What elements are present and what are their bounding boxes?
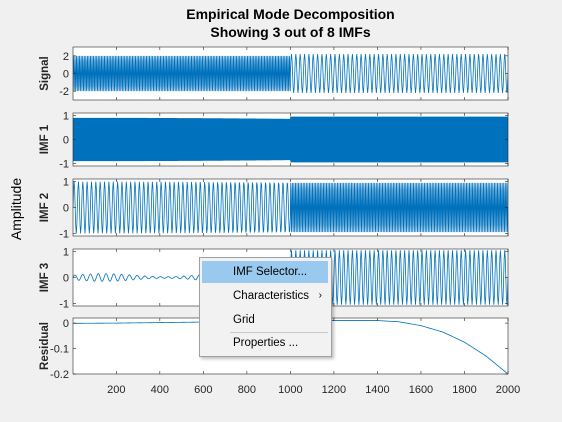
x-tick-label: 400 [151, 384, 169, 396]
axes-signal: 2 0 -2 Signal [39, 46, 509, 101]
y-tick-label: 0 [63, 135, 69, 147]
y-tick-label: 1 [63, 247, 69, 259]
series-line [73, 54, 508, 93]
y-tick-label: -2 [59, 86, 69, 98]
panel-ylabel: IMF 3 [39, 263, 51, 292]
x-tick-label: 1400 [365, 384, 389, 396]
menu-item-label: Characteristics [233, 290, 310, 302]
y-tick-label: 0 [63, 273, 69, 285]
x-tick-label: 1800 [452, 384, 476, 396]
panel-ylabel: Residual [39, 322, 51, 370]
x-tick-label: 1600 [409, 384, 433, 396]
series-line [73, 116, 508, 163]
amplitude-axis-label: Amplitude [8, 177, 24, 241]
y-tick-label: 1 [63, 177, 69, 189]
y-tick-label: -1 [59, 228, 69, 240]
panel-ylabel: Signal [39, 56, 51, 91]
chart-title-line2: Showing 3 out of 8 IMFs [210, 24, 371, 40]
x-tick-label: 200 [107, 384, 125, 396]
axes-imf-1: 1 0 -1 IMF 1 [39, 110, 509, 171]
y-tick-label: -1 [59, 159, 69, 171]
menu-item-label: IMF Selector... [233, 266, 308, 278]
x-tick-label: 600 [194, 384, 212, 396]
y-tick-label: -1 [59, 298, 69, 310]
menu-item-properties[interactable]: Properties ... [202, 332, 328, 354]
x-tick-label: 1000 [278, 384, 302, 396]
panel-ylabel: IMF 2 [39, 193, 51, 222]
y-tick-label: -0.1 [50, 344, 69, 356]
y-tick-label: 0 [63, 69, 69, 81]
axes-imf-2: 1 0 -1 IMF 2 [39, 177, 509, 240]
chart-title-line1: Empirical Mode Decomposition [186, 6, 395, 22]
x-tick-label: 1200 [322, 384, 346, 396]
y-tick-label: 0 [63, 203, 69, 215]
menu-item-grid[interactable]: Grid [202, 309, 328, 331]
chevron-right-icon: › [318, 290, 322, 301]
menu-item-imf-selector[interactable]: IMF Selector... [202, 261, 328, 283]
series-line [73, 181, 508, 234]
context-menu: IMF Selector... Characteristics › Grid P… [199, 257, 332, 357]
x-tick-label: 800 [238, 384, 256, 396]
x-tick-label: 2000 [496, 384, 520, 396]
menu-separator [230, 332, 328, 333]
y-tick-label: 0 [63, 318, 69, 330]
menu-item-label: Properties ... [233, 337, 299, 349]
y-tick-label: -0.2 [50, 369, 69, 381]
menu-item-label: Grid [233, 314, 255, 326]
y-tick-label: 1 [63, 110, 69, 122]
panel-ylabel: IMF 1 [39, 124, 51, 154]
menu-item-characteristics[interactable]: Characteristics › [202, 285, 328, 307]
y-tick-label: 2 [63, 51, 69, 63]
